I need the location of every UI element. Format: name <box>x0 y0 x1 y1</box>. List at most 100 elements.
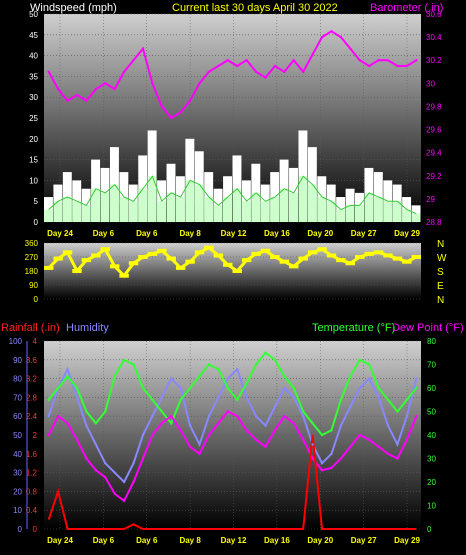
rain-x-tick: Day 24 <box>47 536 73 545</box>
gridlines <box>44 13 421 530</box>
barometer-point <box>236 64 239 68</box>
barometer-point <box>339 35 343 39</box>
wind-x-tick: Day 6 <box>93 229 115 238</box>
wind-avg-bar <box>241 201 251 222</box>
dewpoint-point <box>141 457 145 460</box>
humidity-point <box>198 443 201 446</box>
humidity-point <box>141 433 145 437</box>
temperature-point <box>367 363 371 366</box>
direction-point <box>109 264 120 269</box>
dewpoint-point <box>198 452 201 455</box>
dewpoint-point <box>207 433 211 437</box>
barometer-point <box>104 82 107 85</box>
dewpoint-point <box>113 492 116 495</box>
wind-y-tick: 30 <box>29 93 38 102</box>
direction-trace <box>47 245 417 278</box>
dewpoint-point <box>301 438 305 441</box>
temperature-point <box>113 375 116 378</box>
dewpoint-point <box>56 415 60 418</box>
temperature-point <box>75 386 79 390</box>
wind-avg-bar <box>402 209 412 222</box>
wind-avg-bar <box>289 192 298 222</box>
barometer-point <box>396 64 399 68</box>
direction-marks <box>44 245 421 278</box>
wind-avg-bar <box>251 192 261 222</box>
barometer-y-tick: 29.4 <box>426 149 442 158</box>
windspeed-axis-label: Windspeed (mph) <box>30 2 117 14</box>
temperature-point <box>330 429 333 432</box>
rain-y-tick: 1.2 <box>26 469 38 478</box>
temp-y-tick: 70 <box>427 361 436 370</box>
humidity-point <box>179 386 182 390</box>
barometer-point <box>179 111 182 114</box>
rain-y-tick: 2.4 <box>26 412 38 421</box>
rain-y-tick: 2.8 <box>26 393 38 402</box>
humidity-point <box>122 480 126 484</box>
barometer-y-tick: 30.4 <box>426 33 442 42</box>
wind-avg-bar <box>223 197 232 222</box>
humidity-point <box>132 462 135 465</box>
temperature-point <box>292 386 295 390</box>
temperature-point <box>85 410 88 413</box>
barometer-axis-label: Barometer (.in) <box>370 2 443 14</box>
wind-avg-bar <box>345 205 355 222</box>
direction-point <box>72 269 82 273</box>
humidity-point <box>113 471 116 474</box>
wind-avg-bar <box>383 201 393 222</box>
barometer-point <box>160 105 164 108</box>
humidity-point <box>292 396 295 399</box>
direction-point <box>138 255 148 259</box>
temperature-point <box>273 358 277 361</box>
barometer-point <box>141 47 145 50</box>
temp-y-tick: 50 <box>427 408 436 417</box>
temperature-point <box>56 386 60 390</box>
dewpoint-point <box>245 429 248 432</box>
direction-point <box>317 247 327 252</box>
wind-y-tick: 25 <box>29 114 38 123</box>
dewpoint-point <box>160 422 164 425</box>
wind-avg-bar <box>119 197 129 222</box>
direction-point <box>260 248 271 253</box>
barometer-y-tick: 29 <box>426 195 435 204</box>
humidity-point <box>207 415 211 418</box>
direction-point <box>336 258 346 263</box>
humidity-point <box>339 424 343 427</box>
humidity-point <box>330 452 333 455</box>
barometer-point <box>226 59 229 62</box>
temperature-point <box>264 351 267 354</box>
humidity-point <box>405 415 409 418</box>
rain-y-tick: 0.8 <box>26 487 38 496</box>
dewpoint-point <box>292 422 295 425</box>
direction-y-tick: 360 <box>25 239 39 248</box>
wind-avg-bar <box>204 197 214 222</box>
direction-point <box>175 265 186 270</box>
dewpoint-point <box>170 415 173 418</box>
humidity-y-tick: 30 <box>13 469 22 478</box>
temperature-point <box>396 410 399 413</box>
temp-y-tick: 10 <box>427 502 436 511</box>
direction-point <box>213 253 224 258</box>
temperature-point <box>386 398 390 401</box>
humidity-point <box>94 443 98 446</box>
rain-x-tick: Day 12 <box>221 536 247 545</box>
direction-y-tick: 0 <box>34 295 39 304</box>
dewpoint-point <box>94 469 98 472</box>
temperature-point <box>358 358 361 361</box>
barometer-point <box>415 59 418 62</box>
dewpoint-point <box>386 452 390 455</box>
humidity-point <box>415 377 418 380</box>
direction-point <box>232 269 242 273</box>
direction-point <box>223 262 233 267</box>
rain-y-tick: 0 <box>33 525 38 534</box>
temp-y-tick: 40 <box>427 431 436 440</box>
wind-avg-bar <box>307 184 317 222</box>
dewpoint-point <box>66 422 69 425</box>
wind-avg-bar <box>91 188 101 222</box>
barometer-point <box>47 70 50 73</box>
wind-avg-bar <box>62 197 72 222</box>
wind-avg-bar <box>53 201 63 222</box>
wind-x-tick: Day 6 <box>136 229 158 238</box>
barometer-point <box>122 70 126 73</box>
barometer-point <box>170 116 173 120</box>
